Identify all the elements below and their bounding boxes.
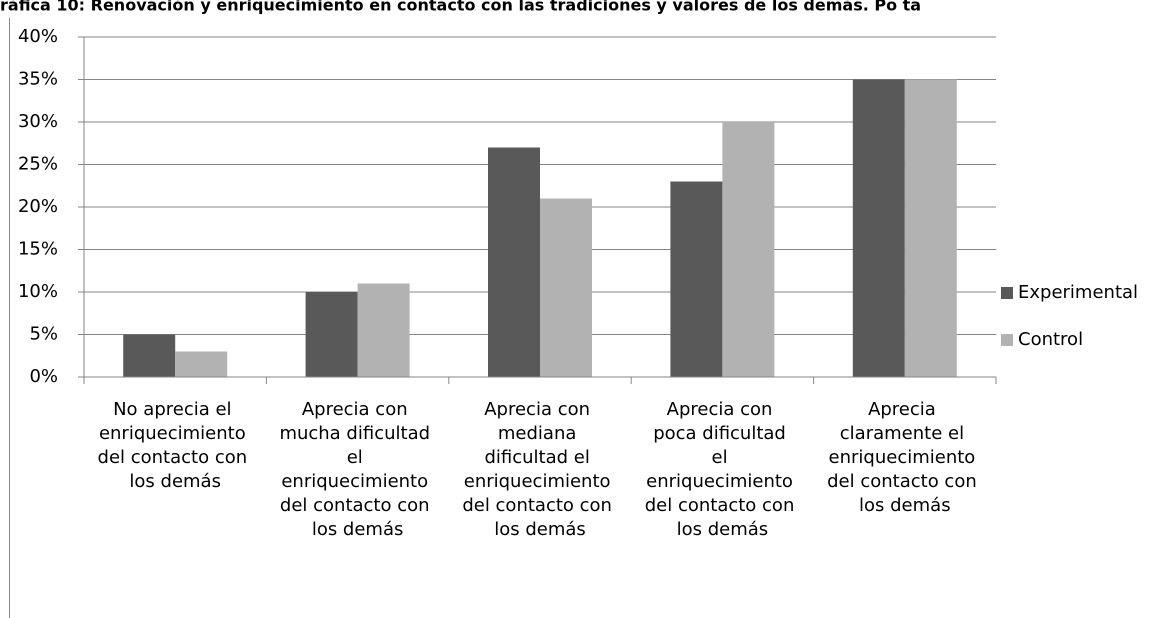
legend-label: Experimental xyxy=(1018,282,1138,303)
chart-title: ráfica 10: Renovación y enriquecimiento … xyxy=(0,0,921,15)
bar xyxy=(852,79,905,377)
y-tick-label: 25% xyxy=(18,154,58,175)
bar xyxy=(904,79,957,377)
y-tick-label: 15% xyxy=(18,239,58,260)
y-tick-label: 0% xyxy=(29,366,58,387)
bar xyxy=(305,292,358,377)
bar xyxy=(488,147,540,377)
bar xyxy=(123,334,176,377)
x-tick-label: Aprecia con mucha dificultad el enriquec… xyxy=(279,399,435,540)
x-tick-label: Aprecia con poca dificultad el enriqueci… xyxy=(645,399,800,540)
bar xyxy=(722,122,775,377)
x-tick-label: Aprecia claramente el enriquecimiento de… xyxy=(827,399,982,516)
y-tick-label: 35% xyxy=(18,69,58,90)
x-tick-label: Aprecia con mediana dificultad el enriqu… xyxy=(462,399,617,540)
legend-swatch xyxy=(1001,334,1013,346)
y-tick-label: 40% xyxy=(18,26,58,47)
y-tick-label: 20% xyxy=(18,196,58,217)
bar xyxy=(540,198,592,377)
bar xyxy=(357,283,410,377)
bar xyxy=(175,351,228,377)
legend-label: Control xyxy=(1018,329,1083,350)
y-tick-label: 5% xyxy=(29,324,58,345)
x-tick-label: No aprecia el enriquecimiento del contac… xyxy=(98,399,253,492)
legend-swatch xyxy=(1001,287,1013,299)
bar xyxy=(670,181,723,377)
y-tick-label: 10% xyxy=(18,281,58,302)
y-tick-label: 30% xyxy=(18,111,58,132)
